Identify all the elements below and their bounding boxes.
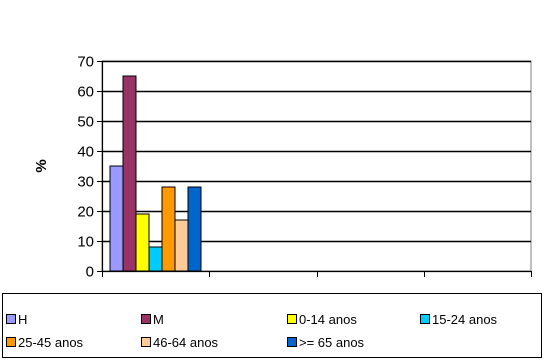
legend-swatch-1 [141, 314, 151, 324]
legend-label-0: H [18, 312, 27, 327]
bar-0 [109, 165, 124, 272]
bar-6 [187, 186, 202, 272]
y-tick-label: 20 [77, 204, 94, 221]
legend-swatch-3 [420, 314, 430, 324]
bar-4 [161, 186, 176, 272]
legend-swatch-6 [287, 337, 297, 347]
y-tick-label: 60 [77, 84, 94, 101]
legend-label-3: 15-24 anos [432, 312, 498, 327]
bar-3 [148, 246, 163, 272]
y-tick-label: 0 [86, 264, 94, 281]
legend-label-1: M [153, 312, 164, 327]
legend-swatch-5 [141, 337, 151, 347]
legend-swatch-4 [6, 337, 16, 347]
legend: H M 0-14 anos 15-24 anos 25-45 anos 46-64 ano… [2, 293, 542, 358]
legend-swatch-2 [287, 314, 297, 324]
legend-label-2: 0-14 anos [299, 312, 357, 327]
bar-1 [122, 75, 137, 272]
y-axis-title: % [33, 159, 50, 172]
y-tick-label: 50 [77, 114, 94, 131]
legend-label-6: >= 65 anos [299, 335, 365, 350]
legend-box [2, 293, 542, 358]
y-tick-label: 40 [77, 144, 94, 161]
bar-2 [135, 213, 150, 272]
legend-swatch-0 [6, 314, 16, 324]
bar-5 [174, 219, 189, 272]
y-tick-label: 10 [77, 234, 94, 251]
y-tick-label: 70 [77, 54, 94, 71]
legend-label-5: 46-64 anos [153, 335, 219, 350]
legend-label-4: 25-45 anos [18, 335, 84, 350]
axes: 0 10 20 30 40 50 60 70 [77, 54, 532, 281]
y-tick-label: 30 [77, 174, 94, 191]
